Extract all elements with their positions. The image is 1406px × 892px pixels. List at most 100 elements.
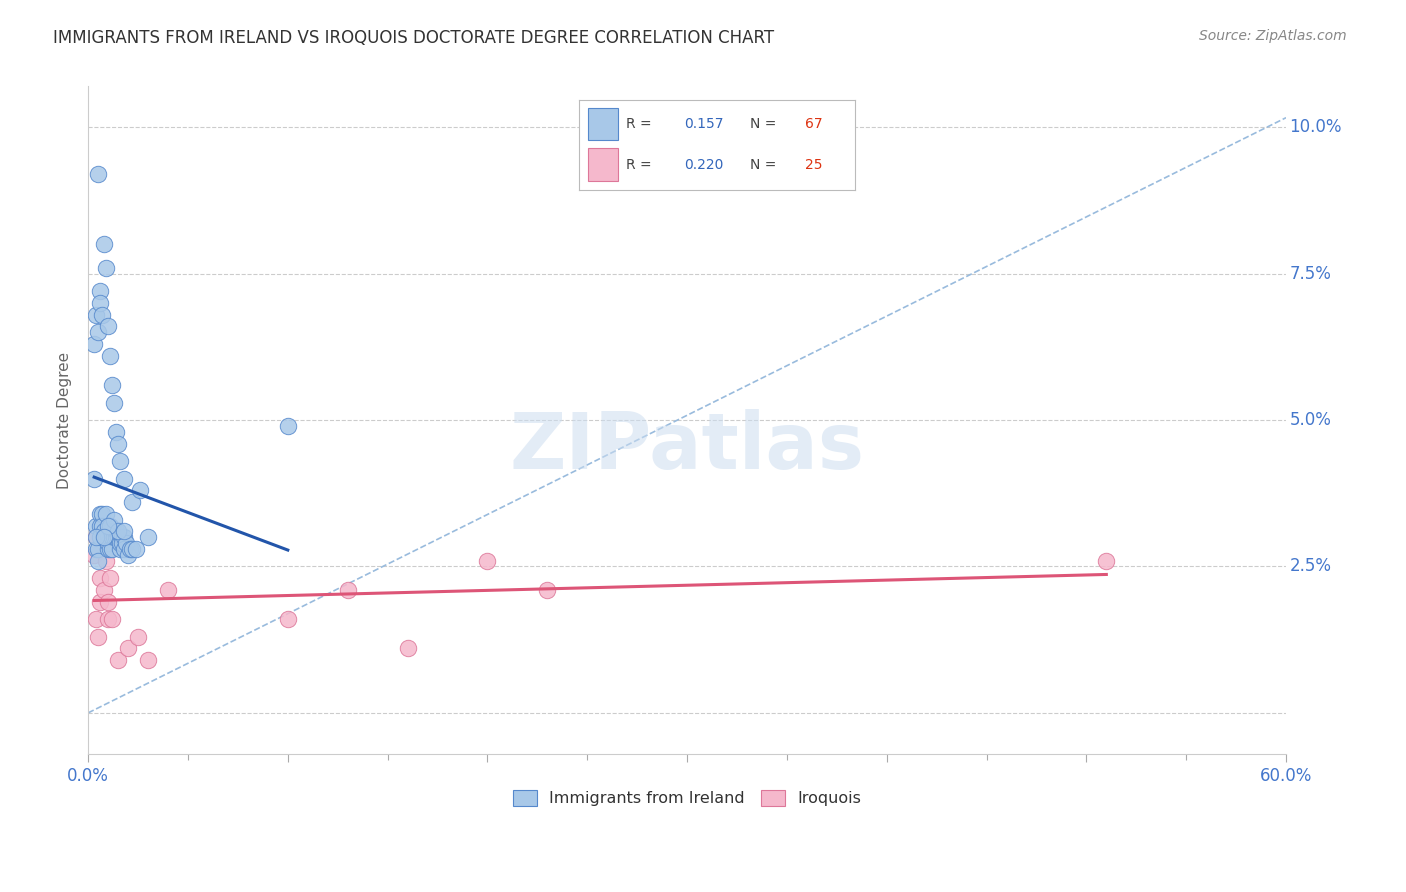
Point: [120, 541, 142, 556]
Point: [105, 524, 128, 539]
Point: [98, 541, 121, 556]
Point: [107, 436, 129, 450]
Point: [84, 518, 107, 533]
Point: [83, 548, 105, 562]
Point: [93, 530, 115, 544]
Point: [115, 536, 138, 550]
Point: [83, 337, 105, 351]
Point: [98, 349, 121, 363]
Point: [94, 554, 117, 568]
Point: [97, 530, 120, 544]
Point: [103, 524, 125, 539]
Point: [536, 582, 558, 597]
Point: [97, 319, 120, 334]
Point: [121, 541, 143, 556]
Point: [277, 612, 299, 626]
Point: [91, 507, 114, 521]
Point: [97, 518, 120, 533]
Point: [129, 483, 152, 498]
Point: [84, 530, 107, 544]
Point: [108, 536, 131, 550]
Point: [101, 612, 124, 626]
Point: [136, 530, 159, 544]
Point: [94, 530, 117, 544]
Point: [112, 530, 135, 544]
Point: [89, 594, 111, 608]
Point: [112, 541, 135, 556]
Point: [103, 530, 125, 544]
Point: [105, 530, 128, 544]
Point: [127, 630, 149, 644]
Point: [112, 472, 135, 486]
Point: [101, 378, 124, 392]
Point: [93, 237, 115, 252]
Point: [87, 167, 110, 181]
Point: [111, 536, 134, 550]
Point: [93, 530, 115, 544]
Point: [477, 554, 499, 568]
Point: [117, 548, 139, 562]
Text: 2.5%: 2.5%: [1289, 558, 1331, 575]
Point: [93, 582, 115, 597]
Point: [93, 524, 115, 539]
Point: [117, 641, 139, 656]
Point: [1095, 554, 1118, 568]
Point: [277, 419, 299, 434]
Point: [98, 518, 121, 533]
Text: 10.0%: 10.0%: [1289, 119, 1343, 136]
Point: [156, 582, 179, 597]
Point: [98, 571, 121, 585]
Point: [94, 260, 117, 275]
Point: [336, 582, 359, 597]
Point: [98, 524, 121, 539]
Point: [121, 495, 143, 509]
Point: [87, 630, 110, 644]
Point: [396, 641, 419, 656]
Point: [103, 524, 125, 539]
Point: [84, 612, 107, 626]
Point: [97, 594, 120, 608]
Point: [107, 524, 129, 539]
Point: [101, 530, 124, 544]
Point: [91, 308, 114, 322]
Point: [111, 536, 134, 550]
Point: [91, 518, 114, 533]
Point: [84, 541, 107, 556]
Point: [107, 653, 129, 667]
Point: [89, 518, 111, 533]
Legend: Immigrants from Ireland, Iroquois: Immigrants from Ireland, Iroquois: [506, 783, 868, 813]
Point: [111, 530, 134, 544]
Point: [97, 541, 120, 556]
Y-axis label: Doctorate Degree: Doctorate Degree: [58, 351, 72, 489]
Point: [105, 425, 128, 439]
Point: [83, 472, 105, 486]
Point: [84, 308, 107, 322]
Point: [108, 454, 131, 468]
Text: ZIPatlas: ZIPatlas: [509, 409, 865, 485]
Point: [97, 612, 120, 626]
Point: [89, 285, 111, 299]
Point: [94, 530, 117, 544]
Point: [89, 530, 111, 544]
Point: [94, 507, 117, 521]
Point: [89, 571, 111, 585]
Point: [87, 541, 110, 556]
Point: [107, 530, 129, 544]
Point: [103, 395, 125, 409]
Point: [87, 554, 110, 568]
Point: [101, 541, 124, 556]
Point: [89, 296, 111, 310]
Text: Source: ZipAtlas.com: Source: ZipAtlas.com: [1199, 29, 1347, 43]
Point: [125, 541, 148, 556]
Point: [108, 541, 131, 556]
Point: [112, 524, 135, 539]
Point: [87, 326, 110, 340]
Point: [97, 536, 120, 550]
Point: [136, 653, 159, 667]
Point: [84, 530, 107, 544]
Point: [107, 530, 129, 544]
Point: [89, 507, 111, 521]
Text: 5.0%: 5.0%: [1289, 411, 1331, 429]
Text: IMMIGRANTS FROM IRELAND VS IROQUOIS DOCTORATE DEGREE CORRELATION CHART: IMMIGRANTS FROM IRELAND VS IROQUOIS DOCT…: [53, 29, 775, 46]
Text: 7.5%: 7.5%: [1289, 265, 1331, 283]
